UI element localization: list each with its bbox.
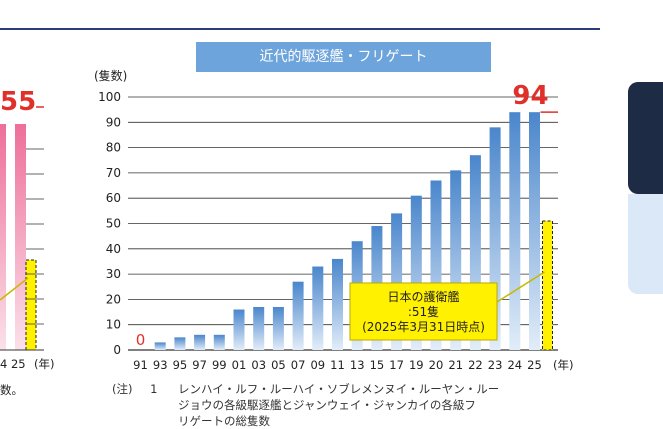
y-tick-label: 50 (106, 217, 121, 231)
bar (430, 180, 442, 350)
bar (233, 309, 245, 350)
y-tick-label: 70 (106, 166, 121, 180)
y-tick-label: 100 (98, 90, 121, 104)
x-axis-unit: (年) (553, 358, 573, 372)
side-panel-light (628, 194, 663, 294)
bar (253, 306, 265, 350)
note-prefix: (注) (112, 382, 133, 396)
y-tick-label: 10 (106, 318, 121, 332)
left-caption-tail: 数。 (0, 383, 23, 397)
left-bar (15, 124, 26, 350)
x-tick-labels: 91 93 95 97 99 01 03 05 07 09 11 13 15 17 19 20 21 22 23 24… (133, 358, 542, 372)
note-number: 1 (150, 382, 158, 396)
y-tick-label: 20 (106, 292, 121, 306)
x-tick-label: 05 (271, 358, 286, 372)
left-callout-line (0, 277, 29, 301)
bar (213, 334, 225, 350)
x-tick-label: 07 (291, 358, 306, 372)
x-tick-label: 99 (212, 358, 227, 372)
left-reference-bar (25, 259, 37, 351)
x-tick-label: 95 (173, 358, 188, 372)
x-tick-label: 93 (153, 358, 168, 372)
annotations: 0 94 (136, 81, 558, 349)
bar (489, 127, 501, 350)
side-panel-dark (628, 82, 663, 194)
callout-text-line: :51隻 (408, 304, 439, 319)
reference-bar (542, 220, 553, 351)
chart-title: 近代的駆逐艦・フリゲート (196, 42, 491, 72)
bar (272, 306, 284, 350)
bar (312, 266, 324, 350)
y-tick-labels: 0 10 20 30 40 50 60 70 80 90 100 (98, 90, 121, 357)
bar (410, 195, 422, 350)
left-x-unit: (年) (34, 357, 54, 371)
bar (194, 334, 206, 350)
y-tick-label: 80 (106, 141, 121, 155)
callout-text-line: 日本の護衛艦 (387, 289, 459, 304)
left-chart-fragment: 55 4 25 (年) 数。 (0, 87, 54, 397)
bar (391, 213, 403, 350)
top-rule (0, 28, 600, 30)
note-line: レンハイ・ルフ・ルーハイ・ソブレメンヌイ・ルーヤン・ルー (178, 382, 500, 396)
callout-box (349, 282, 498, 341)
x-tick-label: 23 (488, 358, 503, 372)
bar (529, 112, 540, 351)
note-line: リゲートの総隻数 (178, 414, 270, 428)
last-value-label: 94 (512, 81, 548, 111)
first-value-label: 0 (136, 331, 146, 349)
x-tick-label: 01 (232, 358, 247, 372)
bar (154, 342, 166, 350)
callout-text-line: (2025年3月31日時点) (362, 320, 485, 334)
x-tick-label: 20 (429, 358, 444, 372)
x-tick-label: 17 (389, 358, 404, 372)
bar (450, 170, 462, 350)
callout-line (496, 271, 545, 303)
x-tick-label: 03 (251, 358, 266, 372)
reference-group: 日本の護衛艦:51隻(2025年3月31日時点) (349, 220, 553, 351)
bar (509, 112, 521, 351)
x-tick-label: 13 (350, 358, 365, 372)
bar (469, 155, 481, 350)
y-axis-unit: (隻数) (94, 68, 127, 83)
bar (332, 258, 343, 350)
y-tick-label: 0 (113, 343, 121, 357)
x-tick-label: 22 (468, 358, 483, 372)
y-tick-label: 90 (106, 115, 121, 129)
bar (174, 337, 186, 350)
left-value-label: 55 (0, 87, 36, 117)
bar (292, 281, 304, 350)
left-bar (0, 124, 6, 350)
x-tick-label: 21 (448, 358, 463, 372)
x-tick-label: 19 (409, 358, 424, 372)
left-x-tail: 4 25 (0, 357, 26, 371)
x-tick-label: 24 (507, 358, 522, 372)
x-tick-label: 11 (330, 358, 345, 372)
x-tick-label: 91 (133, 358, 148, 372)
y-tick-label: 40 (106, 242, 121, 256)
y-tick-label: 30 (106, 267, 121, 281)
x-tick-label: 97 (192, 358, 207, 372)
x-tick-label: 09 (310, 358, 325, 372)
x-tick-label: 25 (527, 358, 542, 372)
y-tick-label: 60 (106, 191, 121, 205)
x-tick-label: 15 (370, 358, 385, 372)
note-line: ジョウの各級駆逐艦とジャンウェイ・ジャンカイの各級フ (178, 398, 476, 412)
